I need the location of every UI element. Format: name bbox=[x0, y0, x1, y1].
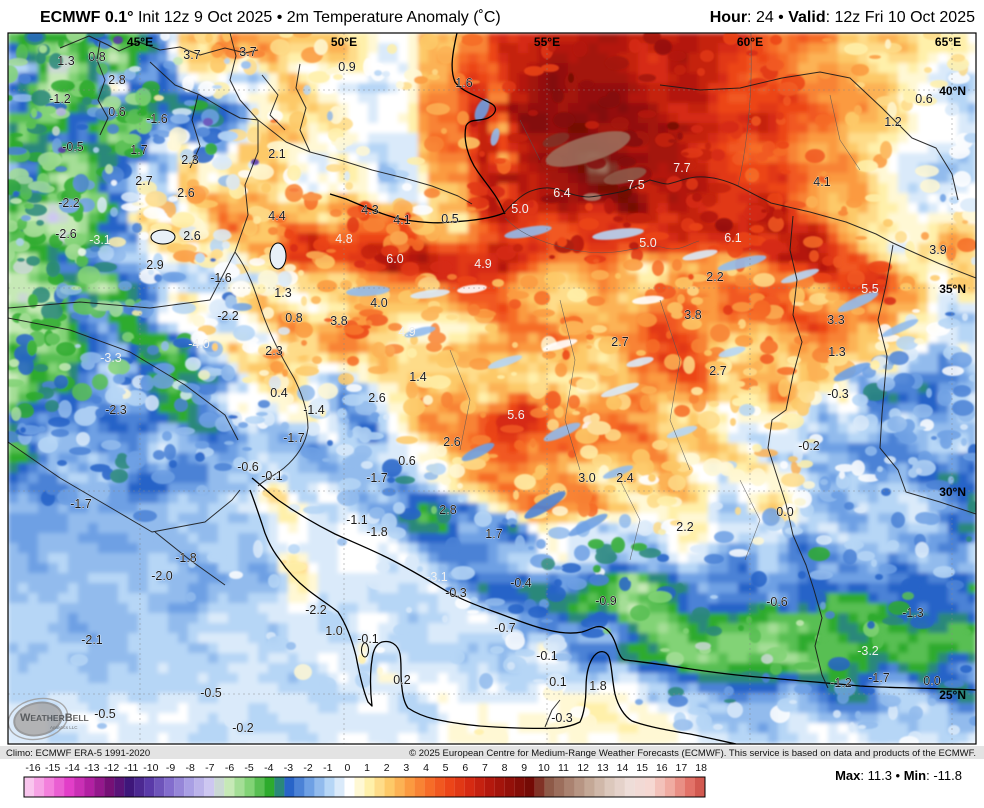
svg-text:ECMWF 0.1° Init 12z 9 Oct 2025: ECMWF 0.1° Init 12z 9 Oct 2025 • 2m Temp… bbox=[40, 9, 501, 26]
svg-text:Hour: 24 • Valid: 12z Fri 10 O: Hour: 24 • Valid: 12z Fri 10 Oct 2025 bbox=[710, 9, 975, 26]
